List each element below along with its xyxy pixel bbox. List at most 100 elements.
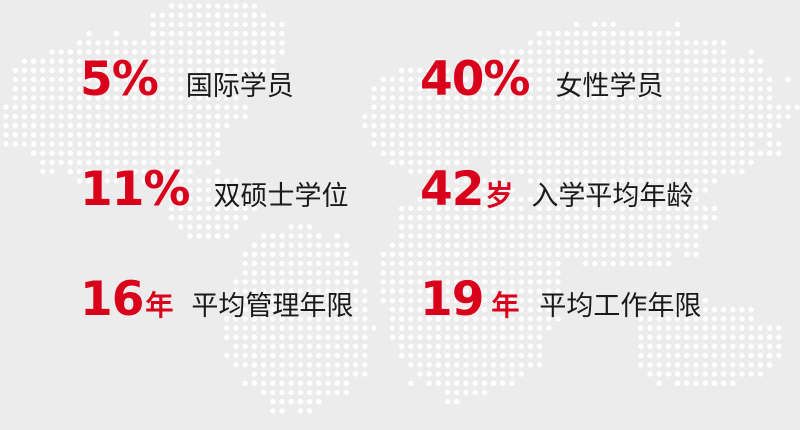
map-dot bbox=[675, 233, 680, 238]
map-dot bbox=[59, 105, 64, 110]
map-dot bbox=[141, 151, 146, 156]
map-dot bbox=[565, 114, 570, 119]
map-dot bbox=[601, 22, 606, 27]
map-dot bbox=[666, 160, 671, 165]
map-dot bbox=[519, 233, 524, 238]
map-dot bbox=[693, 49, 698, 54]
map-dot bbox=[362, 289, 367, 294]
map-dot bbox=[408, 123, 413, 128]
map-dot bbox=[59, 123, 64, 128]
map-dot bbox=[638, 40, 643, 45]
map-dot bbox=[279, 371, 284, 376]
map-dot bbox=[693, 224, 698, 229]
map-dot bbox=[316, 381, 321, 386]
map-dot bbox=[739, 77, 744, 82]
map-dot bbox=[666, 371, 671, 376]
map-dot bbox=[482, 252, 487, 257]
map-dot bbox=[528, 362, 533, 367]
map-dot bbox=[703, 344, 708, 349]
map-dot bbox=[224, 335, 229, 340]
map-dot bbox=[178, 151, 183, 156]
map-dot bbox=[601, 215, 606, 220]
map-dot bbox=[611, 22, 616, 27]
map-dot bbox=[666, 132, 671, 137]
map-dot bbox=[675, 40, 680, 45]
map-dot bbox=[252, 335, 257, 340]
map-dot bbox=[390, 95, 395, 100]
map-dot bbox=[712, 307, 717, 312]
map-dot bbox=[13, 132, 18, 137]
map-dot bbox=[537, 353, 542, 358]
map-dot bbox=[749, 86, 754, 91]
map-dot bbox=[197, 3, 202, 8]
map-dot bbox=[583, 224, 588, 229]
map-dot bbox=[49, 68, 54, 73]
map-dot bbox=[307, 381, 312, 386]
map-dot bbox=[500, 132, 505, 137]
map-dot bbox=[390, 114, 395, 119]
map-dot bbox=[555, 40, 560, 45]
map-dot bbox=[390, 105, 395, 110]
map-dot bbox=[611, 151, 616, 156]
map-dot bbox=[279, 353, 284, 358]
map-dot bbox=[730, 59, 735, 64]
map-dot bbox=[197, 233, 202, 238]
map-dot bbox=[187, 141, 192, 146]
map-dot bbox=[270, 362, 275, 367]
map-dot bbox=[776, 344, 781, 349]
map-dot bbox=[445, 114, 450, 119]
map-dot bbox=[684, 353, 689, 358]
map-dot bbox=[638, 105, 643, 110]
map-dot bbox=[390, 261, 395, 266]
map-dot bbox=[574, 252, 579, 257]
map-dot bbox=[767, 141, 772, 146]
map-dot bbox=[730, 344, 735, 349]
map-dot bbox=[666, 105, 671, 110]
map-dot bbox=[629, 151, 634, 156]
map-dot bbox=[693, 215, 698, 220]
map-dot bbox=[528, 243, 533, 248]
map-dot bbox=[289, 371, 294, 376]
map-dot bbox=[537, 261, 542, 266]
map-dot bbox=[261, 270, 266, 275]
map-dot bbox=[49, 114, 54, 119]
map-dot bbox=[436, 123, 441, 128]
map-dot bbox=[289, 224, 294, 229]
map-dot bbox=[49, 105, 54, 110]
map-dot bbox=[758, 68, 763, 73]
map-dot bbox=[555, 224, 560, 229]
map-dot bbox=[565, 123, 570, 128]
map-dot bbox=[482, 123, 487, 128]
map-dot bbox=[473, 114, 478, 119]
map-dot bbox=[647, 105, 652, 110]
map-dot bbox=[693, 187, 698, 192]
map-dot bbox=[629, 233, 634, 238]
map-dot bbox=[537, 160, 542, 165]
map-dot bbox=[224, 215, 229, 220]
map-dot bbox=[491, 344, 496, 349]
map-dot bbox=[703, 215, 708, 220]
map-dot bbox=[721, 95, 726, 100]
map-dot bbox=[169, 151, 174, 156]
map-dot bbox=[693, 59, 698, 64]
map-dot bbox=[123, 132, 128, 137]
map-dot bbox=[482, 335, 487, 340]
map-dot bbox=[316, 353, 321, 358]
map-dot bbox=[473, 151, 478, 156]
map-dot bbox=[675, 105, 680, 110]
map-dot bbox=[22, 123, 27, 128]
map-dot bbox=[537, 270, 542, 275]
map-dot bbox=[482, 381, 487, 386]
map-dot bbox=[611, 233, 616, 238]
map-dot bbox=[454, 224, 459, 229]
map-dot bbox=[224, 49, 229, 54]
map-dot bbox=[187, 224, 192, 229]
map-dot bbox=[739, 353, 744, 358]
map-dot bbox=[666, 95, 671, 100]
map-dot bbox=[151, 141, 156, 146]
map-dot bbox=[463, 362, 468, 367]
map-dot bbox=[298, 390, 303, 395]
map-dot bbox=[390, 316, 395, 321]
map-dot bbox=[408, 77, 413, 82]
map-dot bbox=[601, 105, 606, 110]
